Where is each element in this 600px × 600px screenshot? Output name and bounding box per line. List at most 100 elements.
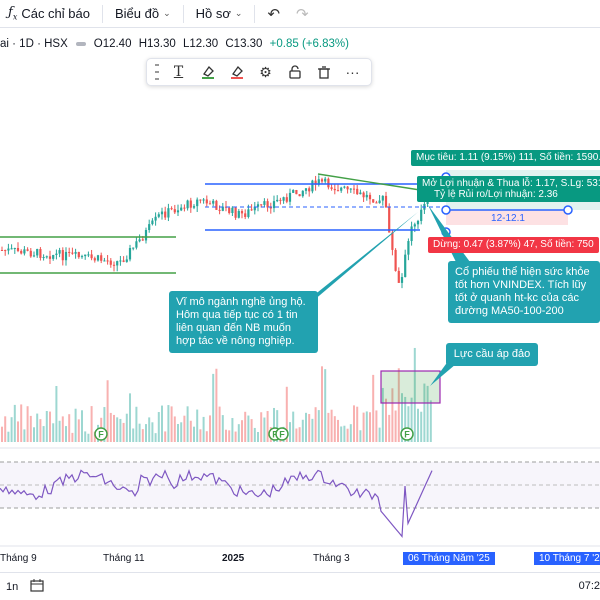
candle-body bbox=[189, 200, 192, 208]
trend-line[interactable] bbox=[317, 173, 421, 191]
candle-body bbox=[397, 270, 400, 283]
selected-date-label: 06 Tháng Năm '25 bbox=[403, 552, 495, 565]
text-icon[interactable]: T bbox=[168, 61, 190, 83]
fill-color-icon[interactable] bbox=[226, 61, 248, 83]
volume-bar bbox=[196, 409, 199, 442]
price-candles bbox=[0, 175, 432, 289]
candle-body bbox=[112, 264, 116, 266]
target-label[interactable]: Mục tiêu: 1.11 (9.15%) 111, Số tiền: 159… bbox=[411, 150, 600, 166]
candle-body bbox=[119, 260, 122, 262]
candle-body bbox=[58, 250, 61, 254]
volume-bar bbox=[68, 414, 71, 442]
candle-body bbox=[391, 232, 394, 250]
candle-body bbox=[269, 207, 272, 209]
calendar-icon[interactable] bbox=[24, 578, 50, 595]
candle-body bbox=[215, 200, 218, 210]
entry-handle-right[interactable] bbox=[563, 205, 573, 215]
volume-bar bbox=[311, 418, 314, 442]
volume-bar bbox=[106, 380, 109, 442]
volume-bar bbox=[221, 415, 224, 442]
line-color-icon[interactable] bbox=[197, 61, 219, 83]
candle-body bbox=[138, 239, 141, 242]
divider bbox=[182, 4, 184, 23]
event-marker-circle[interactable] bbox=[94, 427, 108, 441]
candle-body bbox=[32, 255, 36, 257]
candle-body bbox=[311, 180, 314, 192]
volume-bar bbox=[266, 411, 269, 442]
strength-note[interactable]: Cổ phiếu thể hiện sức khỏe tốt hơn VNIND… bbox=[448, 261, 600, 323]
loss-zone[interactable] bbox=[446, 210, 568, 225]
candle-body bbox=[55, 253, 58, 255]
symbol-label[interactable]: ai · 1D · HSX bbox=[0, 38, 68, 50]
more-icon[interactable]: ··· bbox=[342, 61, 364, 83]
volume-bar bbox=[167, 405, 170, 442]
profile-button[interactable]: Hồ sơ ⌄ bbox=[188, 0, 251, 28]
volume-bar bbox=[388, 414, 391, 442]
pnl-label[interactable]: Mở Lợi nhuận & Thua lỗ: 1.17, S.Lg: 531 … bbox=[417, 176, 600, 202]
pnl-text: Mở Lợi nhuận & Thua lỗ: 1.17, S.Lg: 531 bbox=[422, 178, 600, 189]
indicators-button[interactable]: ƒx Các chỉ báo bbox=[0, 0, 98, 28]
candle-body bbox=[39, 249, 42, 258]
candle-body bbox=[250, 209, 253, 211]
divider bbox=[254, 4, 256, 23]
candle-body bbox=[202, 199, 205, 201]
candle-body bbox=[327, 178, 330, 188]
chart-type-button[interactable]: Biểu đồ ⌄ bbox=[107, 0, 179, 28]
redo-icon[interactable]: ↷ bbox=[296, 5, 309, 23]
volume-bar bbox=[74, 408, 77, 442]
status-dot-icon bbox=[75, 42, 86, 46]
volume-bar bbox=[183, 415, 186, 442]
event-marker-circle[interactable] bbox=[275, 427, 289, 441]
candle-body bbox=[176, 210, 180, 213]
lock-icon[interactable] bbox=[284, 61, 306, 83]
volume-bar bbox=[186, 406, 189, 442]
trash-glyph bbox=[317, 66, 330, 79]
candle-body bbox=[308, 188, 311, 192]
candle-body bbox=[324, 178, 327, 182]
candle-body bbox=[244, 213, 247, 217]
volume-bar bbox=[301, 419, 304, 442]
volume-bar bbox=[125, 413, 128, 442]
candle-body bbox=[384, 195, 388, 208]
candle-body bbox=[320, 179, 324, 182]
volume-bar bbox=[401, 393, 403, 442]
volume-bar bbox=[244, 411, 247, 442]
volume-bar bbox=[276, 410, 279, 442]
settings-icon[interactable]: ⚙ bbox=[259, 63, 272, 80]
candle-body bbox=[247, 209, 250, 217]
fill-color-glyph bbox=[230, 65, 243, 79]
volume-bar bbox=[77, 419, 80, 442]
volume-bars bbox=[1, 347, 432, 442]
macro-note[interactable]: Vĩ mô ngành nghề ủng hộ. Hôm qua tiếp tụ… bbox=[169, 291, 318, 353]
time-axis[interactable]: Tháng 9 Tháng 11 2025 Tháng 3 06 Tháng N… bbox=[0, 548, 600, 568]
entry-handle-left[interactable] bbox=[441, 205, 451, 215]
volume-bar bbox=[237, 424, 240, 442]
volume-bar bbox=[410, 397, 413, 442]
volume-bar bbox=[349, 424, 352, 442]
candle-body bbox=[144, 230, 148, 241]
interval-button[interactable]: 1n bbox=[6, 580, 19, 593]
candle-body bbox=[196, 199, 199, 207]
candle-body bbox=[410, 226, 413, 242]
volume-bar bbox=[7, 431, 10, 442]
chart-type-label: Biểu đồ bbox=[114, 6, 160, 21]
volume-bar bbox=[337, 419, 339, 442]
trash-icon[interactable] bbox=[313, 61, 335, 83]
volume-bar bbox=[356, 406, 359, 442]
volume-bar bbox=[10, 417, 13, 442]
demand-note[interactable]: Lực cầu áp đảo bbox=[446, 343, 538, 366]
grip-icon[interactable] bbox=[154, 64, 161, 80]
profile-label: Hồ sơ bbox=[195, 6, 231, 21]
candle-body bbox=[132, 247, 135, 249]
candle-body bbox=[333, 188, 336, 191]
event-marker-circle[interactable] bbox=[400, 427, 414, 441]
volume-bar bbox=[250, 419, 253, 442]
undo-icon[interactable]: ↶ bbox=[267, 5, 281, 23]
stop-label[interactable]: Dừng: 0.47 (3.87%) 47, Số tiền: 750 bbox=[428, 237, 599, 253]
demand-box[interactable] bbox=[380, 370, 441, 404]
candle-body bbox=[365, 194, 368, 198]
volume-bar bbox=[257, 431, 259, 442]
x-tick-label: Tháng 9 bbox=[0, 553, 37, 564]
candle-body bbox=[228, 207, 231, 214]
